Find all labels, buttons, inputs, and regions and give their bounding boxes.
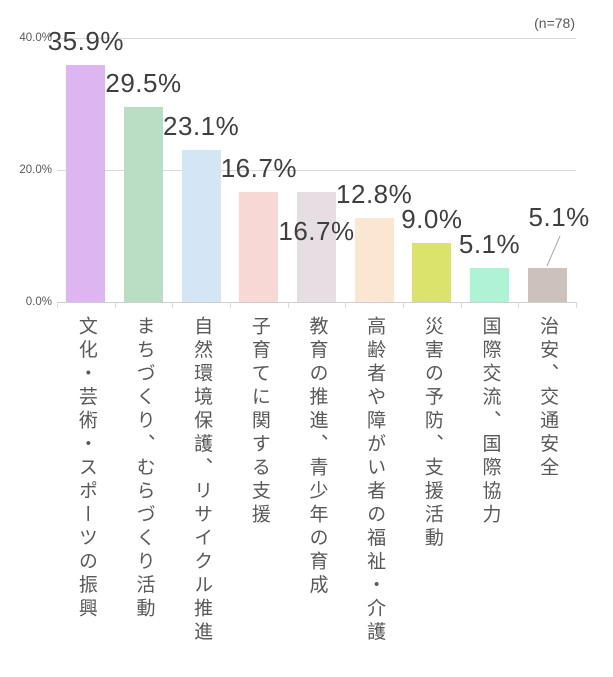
bar-1 (124, 107, 163, 302)
x-axis-tick (115, 302, 116, 308)
gridline-40 (57, 37, 576, 39)
category-label-1: まちづくり、むらづくり活動 (133, 316, 155, 622)
bar-6 (412, 242, 452, 302)
value-label-2: 23.1% (163, 110, 240, 141)
category-label-7: 国際交流、国際協力 (479, 316, 501, 528)
category-label-2: 自然環境保護、リサイクル推進 (191, 316, 213, 645)
value-label-6: 9.0% (401, 203, 463, 234)
category-label-8: 治安、交通安全 (537, 316, 559, 481)
bar-7 (470, 268, 509, 302)
bar-2 (181, 149, 221, 302)
value-label-8: 5.1% (528, 202, 590, 233)
bar-4 (297, 191, 336, 302)
y-axis-tick-label: 0.0% (25, 296, 52, 308)
gridline-0 (57, 301, 576, 303)
x-axis-tick (518, 302, 519, 308)
category-label-6: 災害の予防、支援活動 (421, 316, 443, 551)
value-label-3: 16.7% (220, 152, 297, 183)
y-axis-tick-label: 20.0% (19, 164, 52, 176)
x-axis-tick (403, 302, 404, 308)
value-label-7: 5.1% (458, 229, 521, 260)
x-axis-tick (576, 302, 577, 308)
x-axis-tick (57, 302, 58, 308)
bar-8 (527, 268, 567, 302)
gridline-20 (57, 169, 576, 171)
x-axis-tick (288, 302, 289, 308)
category-label-3: 子育てに関する支援 (248, 316, 270, 528)
value-label-5: 12.8% (336, 178, 413, 209)
x-axis-tick (230, 302, 231, 308)
bar-0 (66, 65, 106, 302)
category-label-5: 高齢者や障がい者の福祉・介護 (364, 316, 386, 645)
value-label-1: 29.5% (105, 68, 182, 99)
y-axis-tick-label: 40.0% (19, 32, 52, 44)
x-axis-tick (345, 302, 346, 308)
bar-3 (239, 191, 279, 302)
sample-size-label: (n=78) (534, 15, 575, 31)
category-label-0: 文化・芸術・スポーツの振興 (75, 316, 97, 622)
category-label-4: 教育の推進、青少年の育成 (306, 316, 328, 598)
x-axis-tick (172, 302, 173, 308)
bar-5 (354, 217, 394, 302)
x-axis-tick (461, 302, 462, 308)
value-label-0: 35.9% (47, 26, 124, 57)
value-label-4: 16.7% (278, 215, 355, 246)
